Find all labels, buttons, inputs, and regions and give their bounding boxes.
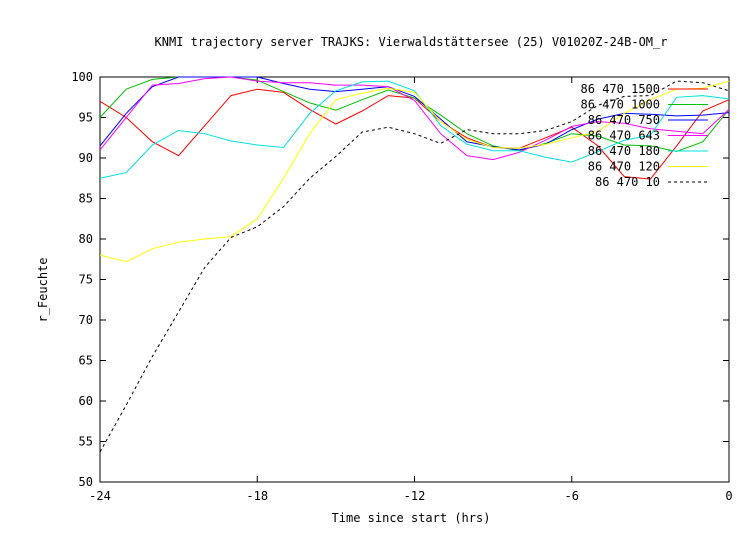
x-tick-label: -18 — [246, 489, 268, 503]
y-axis-label: r_Feuchte — [36, 257, 50, 322]
legend-label: 86 470 180 — [588, 144, 660, 158]
x-axis: -24 -18 -12 -6 0 — [89, 77, 733, 503]
series-group — [99, 76, 730, 453]
series-line-6 — [99, 80, 730, 453]
legend-label: 86 470 643 — [588, 129, 660, 143]
y-tick-label: 55 — [79, 435, 93, 449]
y-tick-label: 70 — [79, 313, 93, 327]
y-tick-label: 50 — [79, 475, 93, 489]
x-tick-label: -24 — [89, 489, 111, 503]
y-tick-label: 90 — [79, 151, 93, 165]
y-tick-label: 65 — [79, 354, 93, 368]
legend-label: 86 470 1500 — [581, 82, 660, 96]
x-axis-label: Time since start (hrs) — [332, 511, 491, 525]
legend-label: 86 470 120 — [588, 160, 660, 174]
y-tick-label: 85 — [79, 192, 93, 206]
x-tick-label: -6 — [565, 489, 579, 503]
y-axis: 50 55 60 65 70 75 80 85 90 95 100 — [71, 70, 729, 489]
y-tick-label: 75 — [79, 273, 93, 287]
chart-title: KNMI trajectory server TRAJKS: Vierwalds… — [155, 35, 668, 49]
legend-label: 86 470 750 — [588, 113, 660, 127]
series-line-4 — [99, 80, 730, 179]
x-tick-label: 0 — [725, 489, 732, 503]
y-tick-label: 95 — [79, 111, 93, 125]
y-tick-label: 60 — [79, 394, 93, 408]
legend-label: 86 470 10 — [595, 175, 660, 189]
y-tick-label: 80 — [79, 232, 93, 246]
x-tick-label: -12 — [404, 489, 426, 503]
series-line-5 — [99, 80, 730, 263]
y-tick-label: 100 — [71, 70, 93, 84]
legend-label: 86 470 1000 — [581, 98, 660, 112]
series-line-3 — [99, 76, 730, 161]
